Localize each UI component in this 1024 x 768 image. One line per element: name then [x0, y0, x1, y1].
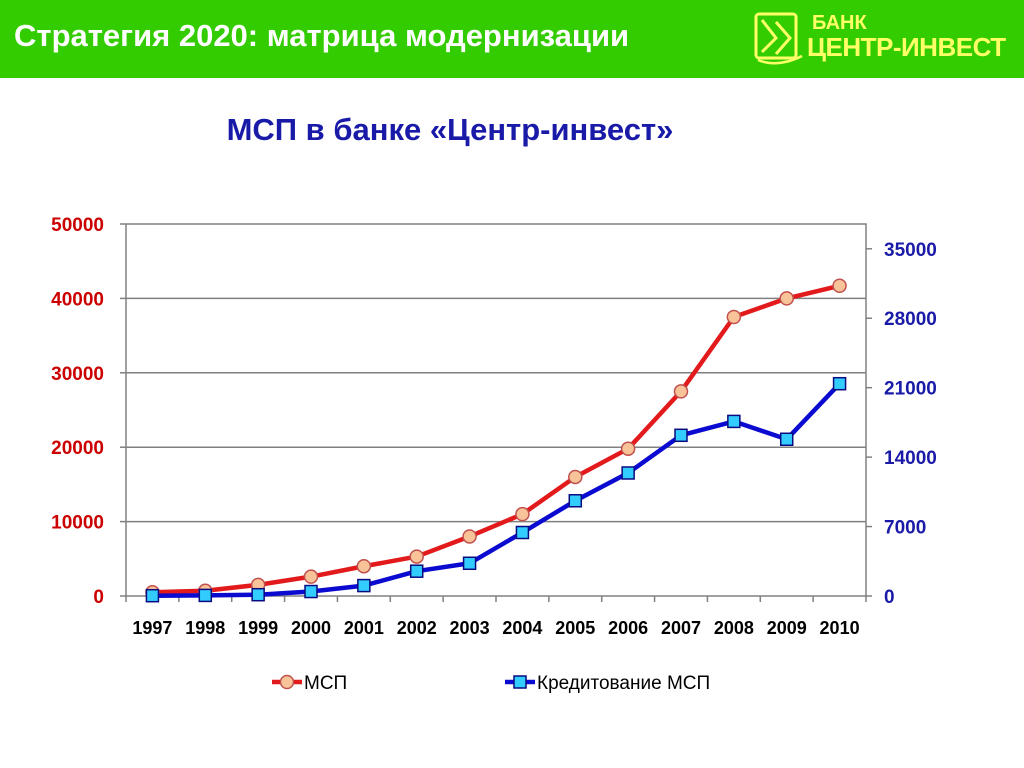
- plot-area: [125, 223, 867, 597]
- x-tick-label: 2006: [608, 618, 648, 638]
- slide-title: МСП в банке «Центр-инвест»: [226, 112, 674, 147]
- left-tick-label: 40000: [51, 289, 104, 310]
- legend-label: МСП: [304, 673, 347, 694]
- data-point: [779, 432, 794, 447]
- data-point: [304, 584, 318, 599]
- left-tick-label: 20000: [51, 438, 104, 459]
- data-point: [356, 558, 372, 574]
- right-tick-label: 14000: [884, 448, 937, 469]
- data-point: [673, 384, 689, 399]
- legend: МСП Кредитование МСП: [272, 673, 710, 694]
- x-tick-label: 1998: [185, 618, 225, 638]
- right-axis-ticks: 0 7000 14000 21000 28000 35000: [866, 240, 937, 608]
- right-tick-label: 28000: [884, 309, 937, 330]
- right-tick-label: 0: [884, 587, 895, 608]
- data-point: [515, 506, 530, 522]
- data-point: [568, 494, 583, 508]
- x-axis-ticks: 1997 1998 1999 2000 2001 2002 2003 2004 2005 2006…: [125, 596, 867, 638]
- data-point: [621, 466, 635, 480]
- logo-line-1: БАНК: [812, 12, 867, 34]
- x-tick-label: 2005: [555, 618, 595, 638]
- data-point: [409, 549, 424, 564]
- series-layer: [145, 278, 847, 603]
- x-tick-label: 2003: [450, 618, 490, 638]
- right-tick-label: 35000: [884, 240, 937, 261]
- data-point: [568, 469, 583, 485]
- left-tick-label: 0: [93, 587, 104, 608]
- data-point: [515, 525, 530, 540]
- header-bar: Стратегия 2020: матрица модернизации БАН…: [0, 0, 1024, 78]
- data-point: [251, 587, 265, 602]
- data-point: [674, 428, 688, 443]
- x-tick-label: 2004: [502, 618, 542, 638]
- line-chart: 0 10000 20000 30000 40000 50000 0 7000 14000 210…: [51, 215, 937, 694]
- x-tick-label: 1999: [238, 618, 278, 638]
- logo-line-2: ЦЕНТР-ИНВЕСТ: [807, 32, 1006, 62]
- data-point: [779, 291, 794, 306]
- data-point: [726, 309, 742, 325]
- data-point: [303, 569, 319, 584]
- x-tick-label: 2001: [344, 618, 384, 638]
- left-axis-ticks: 0 10000 20000 30000 40000 50000: [51, 215, 126, 608]
- series-line: [152, 283, 841, 595]
- legend-label: Кредитование МСП: [537, 673, 710, 694]
- x-tick-label: 2000: [291, 618, 331, 638]
- data-point: [145, 588, 160, 603]
- header-title: Стратегия 2020: матрица модернизации: [14, 18, 630, 53]
- legend-marker: [513, 675, 527, 689]
- x-tick-label: 2009: [767, 618, 807, 638]
- gridlines: [126, 297, 866, 523]
- legend-marker: [279, 674, 295, 690]
- left-tick-label: 10000: [51, 513, 104, 534]
- x-tick-label: 2007: [661, 618, 701, 638]
- bank-emblem-icon: [754, 12, 803, 65]
- plot-frame: [125, 223, 867, 597]
- data-point: [832, 376, 847, 391]
- left-tick-label: 50000: [51, 215, 104, 236]
- data-point: [462, 556, 477, 571]
- data-point: [409, 564, 424, 578]
- x-tick-label: 1997: [132, 618, 172, 638]
- x-tick-label: 2002: [397, 618, 437, 638]
- legend-item-2: Кредитование МСП: [505, 673, 710, 694]
- right-tick-label: 7000: [884, 518, 926, 539]
- data-point: [462, 529, 477, 544]
- data-point: [198, 588, 213, 603]
- x-tick-label: 2010: [820, 618, 860, 638]
- bank-logo: БАНК ЦЕНТР-ИНВЕСТ: [752, 10, 1014, 68]
- data-point: [727, 414, 741, 429]
- series-2: [145, 376, 847, 603]
- legend-item-1: МСП: [272, 673, 347, 694]
- x-tick-label: 2008: [714, 618, 754, 638]
- left-tick-label: 30000: [51, 364, 104, 385]
- data-point: [832, 278, 847, 294]
- right-tick-label: 21000: [884, 379, 937, 400]
- series-line: [152, 382, 842, 598]
- data-point: [357, 578, 371, 593]
- data-point: [620, 441, 636, 456]
